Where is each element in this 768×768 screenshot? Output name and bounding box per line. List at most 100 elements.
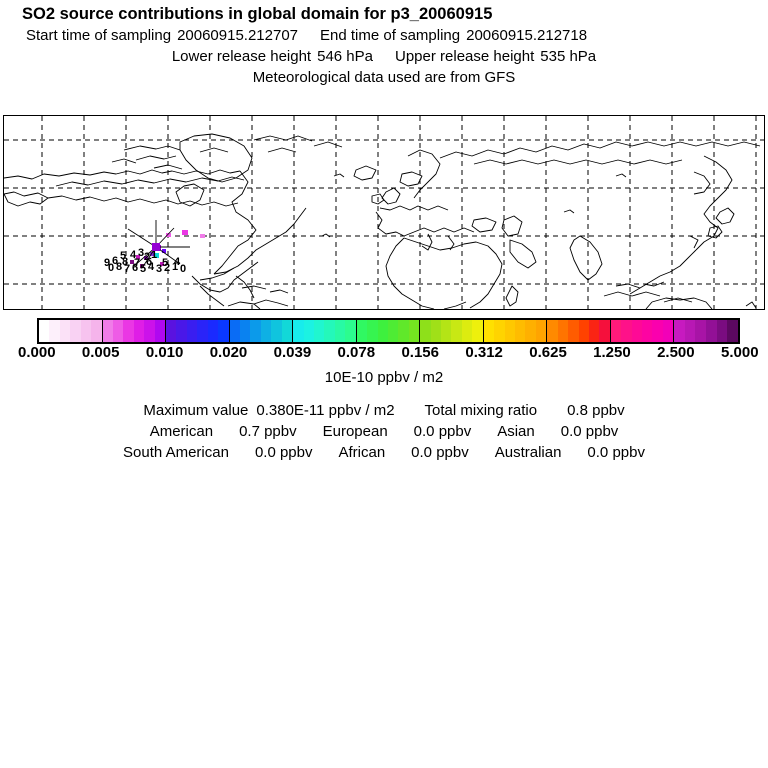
colorbar-step-1-5: [154, 320, 166, 342]
stats-row-regions-2: South American 0.0 ppbv African 0.0 ppbv Aus…: [0, 442, 768, 463]
end-time-label: End time of sampling: [320, 27, 461, 44]
colorbar-step-6-1: [430, 320, 442, 342]
colorbar-band-0: [39, 320, 103, 342]
colorbar-step-2-5: [218, 320, 229, 342]
map-coastlines: [4, 133, 761, 309]
region-value-american: 0.7 ppbv: [239, 423, 297, 440]
svg-text:9: 9: [104, 257, 110, 269]
colorbar-step-6-0: [420, 320, 431, 342]
svg-text:0: 0: [180, 263, 186, 275]
colorbar: [37, 318, 740, 344]
colorbar-band-4: [293, 320, 357, 342]
colorbar-step-1-3: [133, 320, 145, 342]
region-value-african: 0.0 ppbv: [411, 444, 469, 461]
map-panel: 6 5 4 3 2 1 0 8 7 6 5 4 3 2 1 0 9 8 7 6 …: [3, 115, 765, 310]
colorbar-step-5-4: [398, 320, 409, 342]
colorbar-step-9-0: [610, 320, 622, 342]
colorbar-step-4-1: [303, 320, 314, 342]
region-value-asian: 0.0 ppbv: [560, 423, 619, 440]
colorbar-step-4-3: [324, 320, 335, 342]
colorbar-step-7-4: [525, 320, 536, 342]
colorbar-step-8-4: [588, 320, 600, 342]
colorbar-panel: [0, 318, 768, 344]
colorbar-band-8: [547, 320, 611, 342]
svg-text:1: 1: [151, 249, 157, 261]
svg-text:0: 0: [108, 262, 114, 274]
colorbar-band-6: [420, 320, 484, 342]
region-label-south-american: South American: [123, 444, 229, 461]
max-value-label: Maximum value: [143, 402, 249, 419]
colorbar-tick-11: 5.000: [721, 344, 759, 361]
svg-text:6: 6: [146, 256, 152, 268]
colorbar-tick-labels: 0.000 0.005 0.010 0.020 0.039 0.078 0.156 0.312…: [0, 344, 768, 362]
colorbar-step-0-5: [91, 320, 102, 342]
colorbar-step-6-2: [441, 320, 452, 342]
colorbar-step-5-1: [367, 320, 378, 342]
colorbar-step-1-1: [112, 320, 124, 342]
svg-text:6: 6: [132, 262, 138, 274]
region-label-american: American: [149, 423, 214, 440]
colorbar-step-0-3: [70, 320, 81, 342]
svg-text:5: 5: [162, 257, 168, 269]
start-time-value: 20060915.212707: [177, 27, 299, 44]
colorbar-step-4-5: [345, 320, 356, 342]
colorbar-step-10-0: [674, 320, 685, 342]
region-value-australian: 0.0 ppbv: [587, 444, 645, 461]
upper-release-value: 535 hPa: [540, 48, 597, 65]
colorbar-step-3-1: [240, 320, 251, 342]
region-label-asian: Asian: [497, 423, 535, 440]
start-time-label: Start time of sampling: [26, 27, 172, 44]
colorbar-step-10-5: [727, 320, 738, 342]
svg-text:8: 8: [122, 256, 128, 268]
colorbar-band-7: [483, 320, 548, 342]
colorbar-tick-9: 1.250: [593, 344, 631, 361]
colorbar-step-0-4: [80, 320, 92, 342]
sampling-time-row: Start time of sampling 20060915.212707 End…: [26, 25, 768, 46]
colorbar-step-6-5: [472, 320, 483, 342]
colorbar-step-4-0: [293, 320, 304, 342]
colorbar-step-2-1: [176, 320, 187, 342]
svg-text:1: 1: [172, 261, 178, 273]
colorbar-step-3-4: [271, 320, 282, 342]
colorbar-step-9-3: [642, 320, 653, 342]
colorbar-tick-4: 0.039: [273, 344, 312, 361]
colorbar-step-3-3: [260, 320, 272, 342]
colorbar-step-6-4: [461, 320, 473, 342]
colorbar-step-5-5: [408, 320, 420, 342]
svg-text:2: 2: [164, 262, 170, 274]
region-value-south-american: 0.0 ppbv: [254, 444, 313, 461]
colorbar-step-5-0: [356, 320, 368, 342]
colorbar-step-7-3: [514, 320, 526, 342]
colorbar-tick-10: 2.500: [657, 344, 695, 361]
colorbar-step-9-2: [631, 320, 643, 342]
met-data-row: Meteorological data used are from GFS: [252, 69, 516, 86]
svg-text:3: 3: [156, 263, 162, 275]
colorbar-step-2-3: [197, 320, 208, 342]
colorbar-step-1-2: [123, 320, 134, 342]
svg-text:4: 4: [148, 261, 155, 273]
colorbar-units-label: 10E-10 ppbv / m2: [324, 369, 444, 386]
colorbar-step-1-0: [102, 320, 113, 342]
release-height-row: Lower release height 546 hPa Upper release…: [0, 46, 768, 67]
colorbar-band-3: [229, 320, 294, 342]
colorbar-step-7-0: [483, 320, 495, 342]
svg-text:4: 4: [130, 249, 137, 261]
colorbar-step-7-5: [535, 320, 547, 342]
colorbar-tick-6: 0.156: [401, 344, 439, 361]
colorbar-tick-2: 0.010: [145, 344, 184, 361]
colorbar-step-8-2: [568, 320, 579, 342]
colorbar-step-5-3: [387, 320, 399, 342]
svg-text:5: 5: [120, 250, 126, 262]
colorbar-step-1-4: [144, 320, 155, 342]
region-value-european: 0.0 ppbv: [413, 423, 472, 440]
max-value-value: 0.380E-11 ppbv / m2: [256, 402, 395, 419]
colorbar-step-4-2: [313, 320, 325, 342]
colorbar-band-2: [166, 320, 230, 342]
colorbar-step-0-1: [49, 320, 60, 342]
trajectory-hour-labels: 6 5 4 3 2 1 0 8 7 6 5 4 3 2 1 0 9 8 7 6 …: [104, 247, 186, 275]
lower-release-value: 546 hPa: [317, 48, 373, 65]
colorbar-step-3-5: [281, 320, 293, 342]
colorbar-step-2-0: [166, 320, 177, 342]
stats-row-summary: Maximum value 0.380E-11 ppbv / m2 Total mi…: [0, 400, 768, 421]
map-gridlines: [4, 116, 764, 309]
